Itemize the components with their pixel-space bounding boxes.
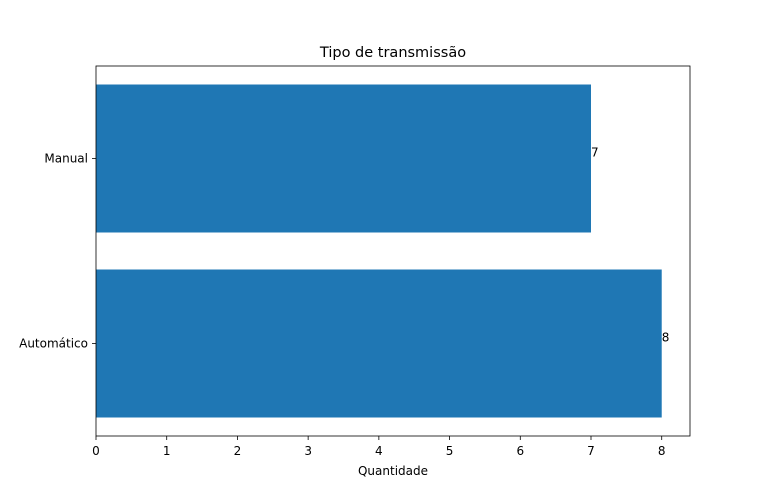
x-tick-label-0: 0 (92, 444, 100, 458)
data-label-manual: 7 (591, 146, 599, 160)
axes-layer: Automático Manual 0 1 2 3 4 5 6 7 8 (19, 65, 691, 458)
x-axis-label: Quantidade (358, 464, 428, 478)
x-tick-label-7: 7 (587, 444, 595, 458)
bar-manual (96, 84, 591, 233)
data-label-automatico: 8 (662, 331, 670, 345)
x-tick-label-3: 3 (304, 444, 312, 458)
plot-frame (95, 65, 691, 437)
y-tick-label-automatico: Automático (19, 337, 88, 351)
chart-title: Tipo de transmissão (319, 45, 466, 61)
x-tick-label-5: 5 (446, 444, 454, 458)
x-tick-label-2: 2 (234, 444, 242, 458)
bars-layer (96, 84, 662, 418)
x-tick-label-6: 6 (516, 444, 524, 458)
bar-automatico (96, 269, 662, 418)
data-labels-layer: 87 (591, 146, 669, 345)
y-tick-label-manual: Manual (44, 152, 88, 166)
x-tick-label-8: 8 (658, 444, 666, 458)
x-tick-label-1: 1 (163, 444, 171, 458)
x-tick-label-4: 4 (375, 444, 383, 458)
